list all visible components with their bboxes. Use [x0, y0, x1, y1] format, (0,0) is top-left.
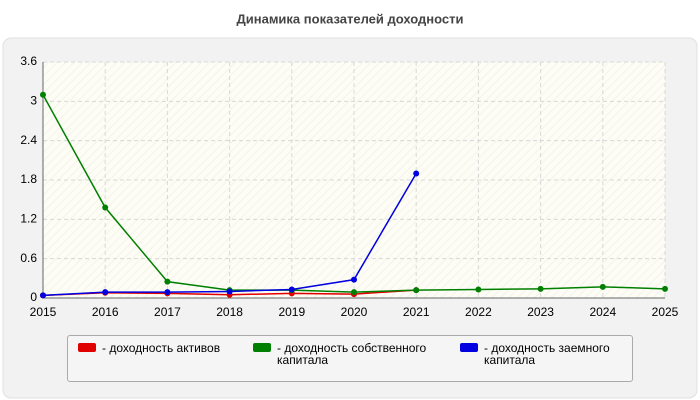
- x-tick-label: 2025: [652, 305, 679, 319]
- legend-swatch: [253, 343, 271, 352]
- x-tick-label: 2021: [403, 305, 430, 319]
- y-tick-label: 0: [30, 290, 37, 304]
- point: [662, 285, 668, 292]
- point: [40, 292, 46, 299]
- x-tick-label: 2024: [589, 305, 616, 319]
- x-tick-label: 2020: [341, 305, 368, 319]
- y-tick-label: 3.6: [20, 54, 37, 68]
- point: [537, 285, 544, 292]
- y-tick-label: 1.8: [20, 172, 37, 186]
- x-tick-label: 2018: [216, 305, 243, 319]
- point: [288, 286, 295, 293]
- legend-item: - доходность заемного капитала: [460, 342, 649, 366]
- legend-label: - доходность активов: [102, 341, 221, 355]
- legend-item: - доходность собственного капитала: [253, 342, 467, 366]
- point: [413, 287, 420, 294]
- y-tick-label: 0.6: [20, 251, 37, 265]
- x-tick-label: 2016: [92, 305, 119, 319]
- point: [102, 289, 109, 296]
- y-tick-label: 2.4: [20, 133, 37, 147]
- chart-title: Динамика показателей доходности: [236, 11, 463, 26]
- y-tick-label: 3: [30, 94, 37, 108]
- legend-swatch: [460, 343, 478, 352]
- point: [599, 283, 606, 290]
- point: [475, 286, 482, 293]
- y-tick-label: 1.2: [20, 212, 37, 226]
- x-tick-label: 2023: [527, 305, 554, 319]
- x-tick-label: 2017: [154, 305, 181, 319]
- x-tick-label: 2022: [465, 305, 492, 319]
- point: [351, 289, 357, 296]
- x-tick-label: 2019: [278, 305, 305, 319]
- x-tick-label: 2015: [30, 305, 57, 319]
- legend: - доходность активов - доходность собстве…: [67, 335, 633, 382]
- point: [226, 288, 233, 295]
- legend-label: - доходность собственного капитала: [277, 341, 427, 367]
- point: [164, 278, 171, 285]
- point: [102, 204, 109, 211]
- point: [413, 170, 420, 177]
- legend-label: - доходность заемного капитала: [484, 341, 610, 367]
- point: [164, 289, 171, 296]
- point: [40, 91, 46, 98]
- legend-swatch: [78, 343, 96, 352]
- point: [351, 276, 357, 283]
- legend-item: - доходность активов: [78, 342, 267, 354]
